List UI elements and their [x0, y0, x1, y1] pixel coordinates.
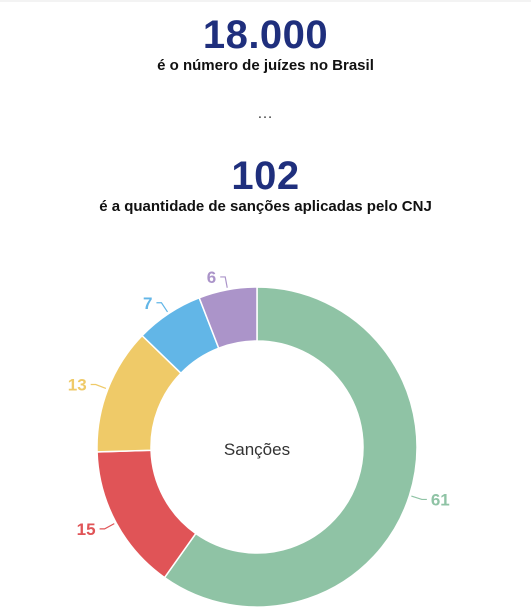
donut-slice-61[interactable] — [163, 286, 418, 608]
leader-line-13 — [90, 383, 107, 390]
leader-line-15 — [99, 523, 115, 530]
donut-slice-labels: 61 15 13 7 6 — [68, 268, 450, 539]
leader-line-7 — [156, 302, 169, 313]
donut-slices — [96, 286, 418, 608]
slice-value-label: 13 — [68, 376, 87, 395]
slice-value-label: 7 — [143, 294, 152, 313]
slice-value-label: 6 — [207, 268, 216, 287]
slice-value-label: 15 — [77, 520, 96, 539]
leader-line-6 — [220, 276, 228, 288]
slice-value-label: 61 — [431, 490, 450, 509]
judges-count: 18.000 — [202, 13, 329, 57]
top-divider — [0, 0, 531, 2]
sanctions-label: é a quantidade de sanções aplicadas pelo… — [99, 198, 432, 215]
sanctions-count: 102 — [231, 154, 300, 198]
donut-leader-lines — [90, 276, 427, 530]
donut-center-label: Sanções — [224, 440, 290, 459]
donut-slice-6[interactable] — [198, 286, 258, 350]
judges-label: é o número de juízes no Brasil — [157, 57, 374, 74]
leader-line-61 — [411, 495, 427, 501]
separator-ellipsis: … — [257, 105, 274, 122]
